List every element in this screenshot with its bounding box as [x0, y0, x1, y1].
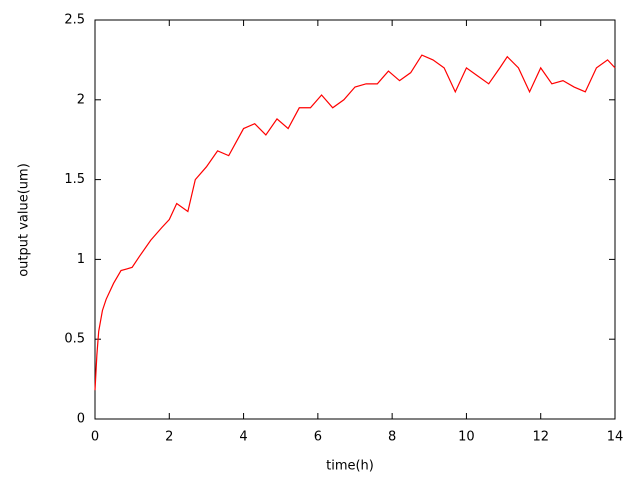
x-tick-label: 10 — [458, 430, 475, 445]
x-tick-label: 0 — [91, 430, 99, 445]
x-tick-label: 4 — [239, 430, 247, 445]
data-line — [94, 54, 616, 391]
y-tick-label: 2 — [77, 92, 85, 107]
x-tick-label: 14 — [607, 430, 624, 445]
x-tick-label: 8 — [388, 430, 396, 445]
y-tick-label: 0.5 — [64, 332, 85, 347]
x-axis-label: time(h) — [326, 459, 374, 474]
y-tick-label: 1 — [77, 252, 85, 267]
y-axis-label: output value(um) — [17, 163, 32, 277]
x-tick-label: 6 — [314, 430, 322, 445]
y-tick-label: 1.5 — [64, 172, 85, 187]
plot-frame — [94, 19, 616, 420]
y-tick-label: 2.5 — [64, 13, 85, 28]
x-tick-label: 2 — [165, 430, 173, 445]
y-tick-label: 0 — [77, 412, 85, 427]
x-tick-label: 12 — [532, 430, 549, 445]
